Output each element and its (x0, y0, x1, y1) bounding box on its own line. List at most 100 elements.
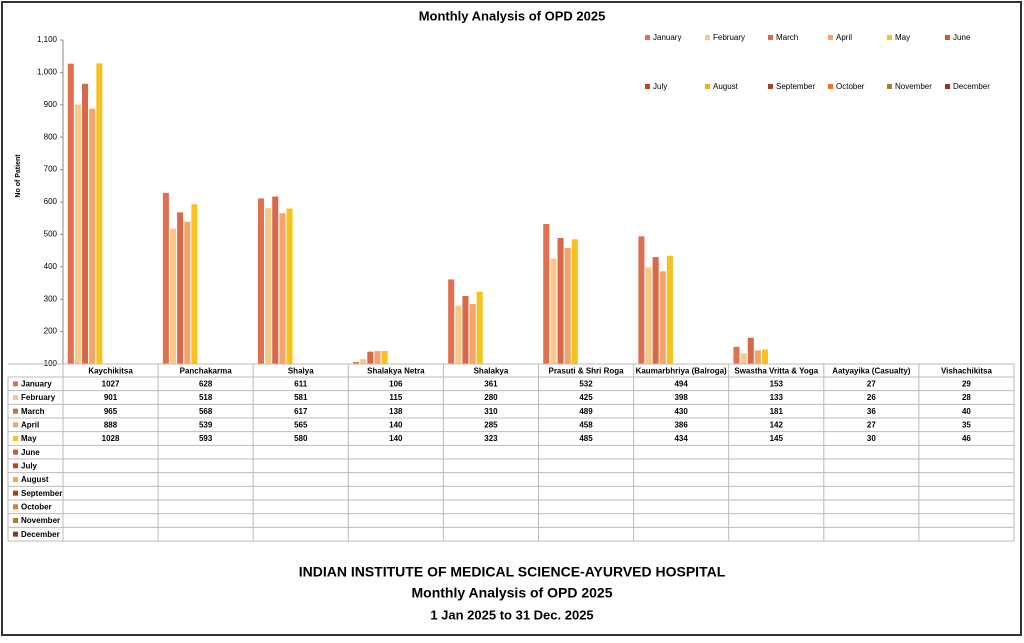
bar (733, 346, 740, 364)
bar (184, 221, 191, 364)
table-cell: 27 (867, 420, 876, 429)
y-tick-label: 1,000 (37, 68, 58, 77)
table-cell: 145 (770, 434, 784, 443)
bar (381, 351, 388, 364)
legend-label: July (653, 82, 667, 91)
bar (360, 359, 367, 364)
bar (652, 257, 659, 364)
bar (67, 63, 74, 364)
table-cell: 1028 (102, 434, 120, 443)
table-cell: 30 (867, 434, 876, 443)
bar (162, 192, 169, 364)
bar (286, 208, 293, 364)
table-cell: 106 (389, 379, 403, 388)
table-cell: 494 (674, 379, 688, 388)
legend-label: April (836, 33, 852, 42)
table-cell: 36 (867, 407, 876, 416)
y-tick-label: 800 (44, 132, 58, 141)
legend-swatch (13, 518, 18, 523)
legend-label: December (953, 82, 990, 91)
footer-line: INDIAN INSTITUTE OF MEDICAL SCIENCE-AYUR… (299, 564, 726, 580)
table-row-label: April (21, 420, 39, 429)
table-cell: 539 (199, 420, 213, 429)
legend-swatch (645, 35, 650, 40)
legend-swatch (13, 408, 18, 414)
legend-swatch (13, 449, 18, 455)
x-tick-label: Prasuti & Shri Roga (548, 367, 624, 376)
legend-swatch (828, 35, 833, 40)
bar (740, 353, 747, 364)
bar (96, 63, 103, 364)
x-tick-label: Shalakya (474, 367, 509, 376)
bar (191, 204, 198, 364)
legend-swatch (13, 436, 18, 441)
y-tick-label: 500 (44, 230, 58, 239)
table-cell: 568 (199, 407, 213, 416)
bar (550, 258, 557, 364)
bar (89, 108, 96, 364)
legend-label: November (895, 82, 932, 91)
table-cell: 138 (389, 407, 403, 416)
bar (455, 305, 462, 364)
y-tick-label: 900 (44, 100, 58, 109)
table-row-label: November (21, 516, 60, 525)
y-axis-label: No of Patient (15, 154, 22, 198)
table-cell: 489 (579, 407, 593, 416)
table-cell: 1027 (102, 379, 120, 388)
table-cell: 593 (199, 434, 213, 443)
table-row-label: July (21, 461, 38, 470)
bar (257, 198, 265, 364)
bar (571, 239, 578, 364)
legend-label: February (713, 33, 745, 42)
legend-swatch (13, 504, 18, 510)
x-tick-label: Vishachikitsa (941, 367, 993, 376)
bar (82, 83, 89, 365)
table-cell: 40 (962, 407, 971, 416)
chart-title: Monthly Analysis of OPD 2025 (419, 8, 606, 23)
table-cell: 611 (294, 379, 307, 388)
table-cell: 280 (484, 393, 498, 402)
legend-swatch (13, 463, 18, 469)
legend-swatch (13, 381, 18, 387)
x-tick-label: Swastha Vritta & Yoga (734, 367, 818, 376)
bar (353, 362, 360, 364)
table-cell: 888 (104, 420, 118, 429)
bar (462, 295, 469, 364)
table-cell: 133 (770, 393, 784, 402)
table-cell: 323 (484, 434, 498, 443)
bar (638, 236, 645, 364)
bar (169, 228, 177, 364)
table-cell: 29 (962, 379, 971, 388)
table-cell: 580 (294, 434, 308, 443)
bar (543, 224, 550, 364)
legend-swatch (705, 35, 710, 40)
table-cell: 140 (389, 420, 403, 429)
x-tick-label: Shalakya Netra (367, 367, 425, 376)
bar (367, 351, 374, 364)
table-cell: 458 (579, 420, 593, 429)
table-cell: 532 (579, 379, 593, 388)
legend-swatch (645, 84, 650, 89)
table-cell: 518 (199, 393, 213, 402)
footer-line: Monthly Analysis of OPD 2025 (412, 585, 613, 601)
bar (645, 267, 652, 364)
table-cell: 434 (674, 434, 688, 443)
y-tick-label: 400 (44, 262, 58, 271)
bar (272, 196, 279, 364)
bar (265, 208, 272, 364)
table-cell: 965 (104, 407, 118, 416)
legend-swatch (945, 84, 950, 89)
table-cell: 901 (104, 393, 118, 402)
table-cell: 628 (199, 379, 213, 388)
legend-swatch (945, 35, 950, 40)
bar (374, 351, 381, 364)
legend-swatch (13, 490, 18, 496)
legend-label: March (776, 33, 798, 42)
table-cell: 28 (962, 393, 971, 402)
table-row-label: October (21, 502, 52, 511)
table-cell: 485 (579, 434, 593, 443)
legend-label: May (895, 33, 910, 42)
table-cell: 361 (484, 379, 498, 388)
